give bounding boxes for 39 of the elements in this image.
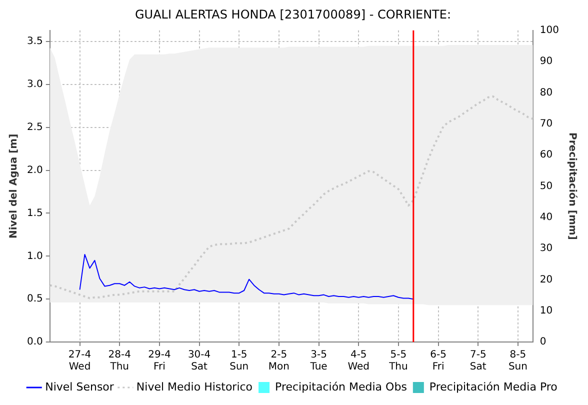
x-tick-label: 30-4 Sat <box>188 350 211 373</box>
y2-tick-label: 80 <box>540 87 553 98</box>
y-tick-label: 1.0 <box>26 250 43 262</box>
line-series <box>48 95 534 300</box>
y2-tick-label: 70 <box>540 118 553 130</box>
y2-tick-label: 100 <box>540 24 560 36</box>
y-tick-label: 3.0 <box>26 79 43 90</box>
y2-tick-label: 10 <box>540 305 553 316</box>
x-tick-label: 5-5 Thu <box>388 350 408 373</box>
legend-label: Nivel Sensor <box>45 380 114 394</box>
y2-axis-title: Precipitación [mm] <box>566 132 578 240</box>
y-tick-label: 2.0 <box>26 164 43 176</box>
y-tick-label: 2.5 <box>26 122 43 133</box>
chart-title: GUALI ALERTAS HONDA [2301700089] - CORRIENTE: <box>134 7 452 22</box>
x-tick-label: 2-5 Mon <box>268 350 290 373</box>
legend-label: Precipitación Media Pro <box>429 380 558 394</box>
y-axis-title: Nivel del Agua [m] <box>8 134 20 239</box>
y-tick-label: 0.5 <box>26 294 43 305</box>
y-tick-label: 3.5 <box>26 36 43 48</box>
x-tick-label: 4-5 Wed <box>348 350 370 373</box>
x-tick-label: 6-5 Fri <box>430 350 446 373</box>
y-tick-label: 1.5 <box>26 208 43 219</box>
x-tick-label: 7-5 Sat <box>470 350 486 373</box>
x-tick-label: 28-4 Thu <box>108 350 131 373</box>
x-tick-label: 1-5 Sun <box>230 350 249 373</box>
x-tick-label: 27-4 Wed <box>68 350 92 373</box>
y2-tick-label: 20 <box>540 274 553 286</box>
y2-tick-label: 60 <box>540 150 553 161</box>
y2-tick-label: 90 <box>540 56 553 68</box>
legend-label: Nivel Medio Historico <box>136 380 253 394</box>
x-tick-label: 3-5 Tue <box>309 350 328 373</box>
x-tick-label: 8-5 Sun <box>508 350 528 373</box>
legend-label: Precipitación Media Obs <box>275 380 408 394</box>
y-tick-label: 0.0 <box>26 336 43 348</box>
y2-tick-label: 0 <box>540 336 546 348</box>
x-tick-label: 29-4 Fri <box>148 350 171 373</box>
y2-tick-label: 30 <box>540 243 553 254</box>
y2-tick-label: 40 <box>540 212 553 223</box>
y2-tick-label: 50 <box>540 180 553 192</box>
